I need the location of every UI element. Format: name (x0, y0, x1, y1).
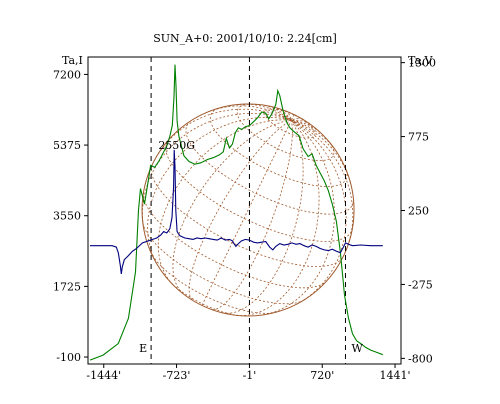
globe-longitude-line (188, 119, 292, 301)
y-left-tick-label: 7200 (53, 68, 81, 81)
chart-labels: E W 2550G (139, 139, 363, 355)
y-right-tick-label: 775 (408, 131, 429, 144)
axis-ticks: -1444' -723' -1' 720' 1441' 7200 5375 3550 1725 -… (53, 57, 436, 382)
y-right-tick-label: 1300 (408, 57, 436, 70)
chart-title: SUN_A+0: 2001/10/10: 2.24[cm] (153, 32, 337, 45)
globe-longitude-line (147, 116, 292, 264)
globe-longitude-line (291, 119, 337, 152)
x-tick-label: -1' (243, 369, 257, 382)
globe-longitude-line (285, 110, 292, 121)
globe-longitude-line (262, 119, 335, 316)
globe-longitude-line (172, 119, 292, 295)
limb-markers (150, 57, 346, 364)
globe-longitude-line (201, 120, 292, 306)
x-tick-label: 1441' (380, 369, 411, 382)
series-layer (89, 64, 383, 361)
y-left-tick-label: -100 (56, 351, 81, 364)
y-left-axis-label: Ta,I (62, 54, 83, 67)
globe-longitude-line (157, 119, 292, 285)
y-left-tick-label: 5375 (53, 139, 81, 152)
globe-latitude-line (142, 222, 304, 305)
x-tick-label: -1444' (86, 369, 121, 382)
globe-longitude-line (264, 105, 292, 121)
x-tick-label: 720' (310, 369, 334, 382)
globe-longitude-line (290, 114, 295, 121)
globe-latitude-line (169, 281, 241, 317)
annotation-label: 2550G (158, 139, 195, 152)
globe-latitude-line (165, 141, 353, 242)
globe-longitude-line (205, 105, 292, 121)
y-right-tick-label: 250 (408, 205, 429, 218)
globe-latitude-line (142, 192, 328, 289)
globe-longitude-line (291, 117, 303, 121)
globe-latitude-line (209, 108, 348, 188)
limb-label-w: W (351, 342, 363, 355)
y-left-tick-label: 1725 (53, 280, 81, 293)
globe-longitude-line (291, 119, 320, 133)
x-tick-label: -723' (163, 369, 191, 382)
globe-longitude-line (291, 119, 310, 125)
y-right-tick-label: -800 (408, 352, 433, 365)
globe-longitude-line (239, 103, 292, 121)
globe-latitude-line (185, 120, 354, 215)
globe-longitude-line (222, 120, 304, 314)
globe-longitude-line (236, 120, 320, 317)
y-left-tick-label: 3550 (53, 210, 81, 223)
y-right-axis-label: Ta,V (408, 54, 434, 67)
globe-longitude-line (212, 120, 293, 310)
series-line-I (89, 64, 383, 361)
series-line-V (90, 149, 383, 274)
y-right-tick-label: -275 (408, 278, 433, 291)
globe-latitude-line (150, 165, 344, 267)
limb-label-e: E (139, 342, 147, 355)
solar-globe-overlay (141, 103, 355, 317)
globe-longitude-line (276, 107, 292, 121)
globe-latitude-line (236, 103, 335, 161)
